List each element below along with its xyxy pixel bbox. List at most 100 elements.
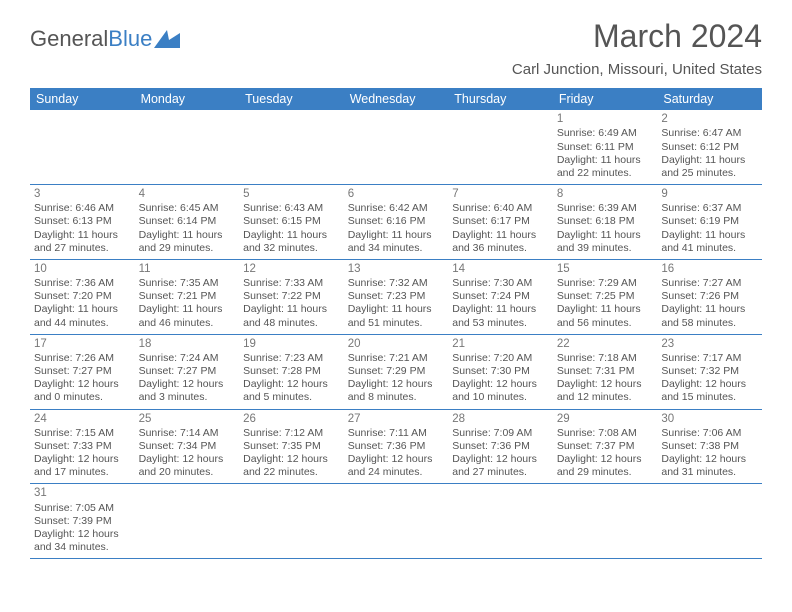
- sunrise-line: Sunrise: 7:32 AM: [348, 277, 445, 290]
- daylight-line-2: and 29 minutes.: [557, 466, 654, 479]
- day-number: 26: [243, 412, 340, 426]
- daylight-line-1: Daylight: 11 hours: [34, 303, 131, 316]
- sunrise-line: Sunrise: 7:26 AM: [34, 352, 131, 365]
- sunset-line: Sunset: 7:26 PM: [661, 290, 758, 303]
- brand-name: GeneralBlue: [30, 26, 152, 52]
- page-title: March 2024: [512, 18, 762, 55]
- sunset-line: Sunset: 7:20 PM: [34, 290, 131, 303]
- sunrise-line: Sunrise: 6:40 AM: [452, 202, 549, 215]
- day-number: 1: [557, 112, 654, 126]
- daylight-line-2: and 48 minutes.: [243, 317, 340, 330]
- sunset-line: Sunset: 7:29 PM: [348, 365, 445, 378]
- sunrise-line: Sunrise: 6:42 AM: [348, 202, 445, 215]
- calendar-cell: [448, 484, 553, 559]
- daylight-line-1: Daylight: 11 hours: [661, 154, 758, 167]
- sunset-line: Sunset: 7:39 PM: [34, 515, 131, 528]
- sunset-line: Sunset: 6:17 PM: [452, 215, 549, 228]
- calendar-cell: 21Sunrise: 7:20 AMSunset: 7:30 PMDayligh…: [448, 334, 553, 409]
- daylight-line-2: and 27 minutes.: [452, 466, 549, 479]
- sunrise-line: Sunrise: 7:20 AM: [452, 352, 549, 365]
- daylight-line-1: Daylight: 12 hours: [243, 378, 340, 391]
- day-number: 9: [661, 187, 758, 201]
- daylight-line-2: and 22 minutes.: [243, 466, 340, 479]
- day-number: 7: [452, 187, 549, 201]
- sunset-line: Sunset: 7:27 PM: [139, 365, 236, 378]
- sunset-line: Sunset: 7:32 PM: [661, 365, 758, 378]
- day-number: 17: [34, 337, 131, 351]
- daylight-line-2: and 41 minutes.: [661, 242, 758, 255]
- sunset-line: Sunset: 7:34 PM: [139, 440, 236, 453]
- calendar-cell: 11Sunrise: 7:35 AMSunset: 7:21 PMDayligh…: [135, 259, 240, 334]
- sunrise-line: Sunrise: 7:23 AM: [243, 352, 340, 365]
- daylight-line-2: and 39 minutes.: [557, 242, 654, 255]
- weekday-header: Tuesday: [239, 88, 344, 110]
- sunset-line: Sunset: 7:28 PM: [243, 365, 340, 378]
- calendar-cell: 2Sunrise: 6:47 AMSunset: 6:12 PMDaylight…: [657, 110, 762, 184]
- calendar-cell: [135, 110, 240, 184]
- sunrise-line: Sunrise: 6:43 AM: [243, 202, 340, 215]
- daylight-line-1: Daylight: 11 hours: [243, 303, 340, 316]
- calendar-cell: [448, 110, 553, 184]
- brand-logo: GeneralBlue: [30, 18, 180, 52]
- calendar-cell: [344, 110, 449, 184]
- day-number: 25: [139, 412, 236, 426]
- daylight-line-2: and 3 minutes.: [139, 391, 236, 404]
- daylight-line-1: Daylight: 11 hours: [243, 229, 340, 242]
- sunrise-line: Sunrise: 7:12 AM: [243, 427, 340, 440]
- sunset-line: Sunset: 7:37 PM: [557, 440, 654, 453]
- calendar-cell: 31Sunrise: 7:05 AMSunset: 7:39 PMDayligh…: [30, 484, 135, 559]
- day-number: 15: [557, 262, 654, 276]
- daylight-line-1: Daylight: 12 hours: [557, 453, 654, 466]
- daylight-line-1: Daylight: 11 hours: [34, 229, 131, 242]
- daylight-line-2: and 32 minutes.: [243, 242, 340, 255]
- sunrise-line: Sunrise: 6:46 AM: [34, 202, 131, 215]
- sunset-line: Sunset: 7:23 PM: [348, 290, 445, 303]
- day-number: 23: [661, 337, 758, 351]
- calendar-cell: 26Sunrise: 7:12 AMSunset: 7:35 PMDayligh…: [239, 409, 344, 484]
- daylight-line-1: Daylight: 11 hours: [452, 303, 549, 316]
- daylight-line-2: and 46 minutes.: [139, 317, 236, 330]
- daylight-line-1: Daylight: 11 hours: [661, 229, 758, 242]
- daylight-line-2: and 0 minutes.: [34, 391, 131, 404]
- weekday-header: Wednesday: [344, 88, 449, 110]
- daylight-line-2: and 25 minutes.: [661, 167, 758, 180]
- sunset-line: Sunset: 6:18 PM: [557, 215, 654, 228]
- calendar-cell: 19Sunrise: 7:23 AMSunset: 7:28 PMDayligh…: [239, 334, 344, 409]
- daylight-line-2: and 34 minutes.: [34, 541, 131, 554]
- daylight-line-1: Daylight: 12 hours: [661, 453, 758, 466]
- day-number: 28: [452, 412, 549, 426]
- daylight-line-1: Daylight: 12 hours: [243, 453, 340, 466]
- calendar-cell: 10Sunrise: 7:36 AMSunset: 7:20 PMDayligh…: [30, 259, 135, 334]
- calendar-cell: 5Sunrise: 6:43 AMSunset: 6:15 PMDaylight…: [239, 184, 344, 259]
- daylight-line-1: Daylight: 12 hours: [139, 378, 236, 391]
- day-number: 21: [452, 337, 549, 351]
- daylight-line-2: and 34 minutes.: [348, 242, 445, 255]
- sunset-line: Sunset: 6:13 PM: [34, 215, 131, 228]
- sunset-line: Sunset: 7:38 PM: [661, 440, 758, 453]
- sunset-line: Sunset: 6:12 PM: [661, 141, 758, 154]
- calendar-cell: 4Sunrise: 6:45 AMSunset: 6:14 PMDaylight…: [135, 184, 240, 259]
- sunset-line: Sunset: 6:15 PM: [243, 215, 340, 228]
- sunset-line: Sunset: 7:24 PM: [452, 290, 549, 303]
- sunset-line: Sunset: 7:25 PM: [557, 290, 654, 303]
- calendar-cell: 25Sunrise: 7:14 AMSunset: 7:34 PMDayligh…: [135, 409, 240, 484]
- calendar-cell: 18Sunrise: 7:24 AMSunset: 7:27 PMDayligh…: [135, 334, 240, 409]
- daylight-line-2: and 51 minutes.: [348, 317, 445, 330]
- daylight-line-2: and 56 minutes.: [557, 317, 654, 330]
- daylight-line-2: and 58 minutes.: [661, 317, 758, 330]
- calendar-cell: 27Sunrise: 7:11 AMSunset: 7:36 PMDayligh…: [344, 409, 449, 484]
- daylight-line-1: Daylight: 12 hours: [139, 453, 236, 466]
- day-number: 22: [557, 337, 654, 351]
- daylight-line-2: and 5 minutes.: [243, 391, 340, 404]
- calendar-cell: 16Sunrise: 7:27 AMSunset: 7:26 PMDayligh…: [657, 259, 762, 334]
- daylight-line-2: and 29 minutes.: [139, 242, 236, 255]
- daylight-line-2: and 44 minutes.: [34, 317, 131, 330]
- daylight-line-2: and 10 minutes.: [452, 391, 549, 404]
- daylight-line-1: Daylight: 12 hours: [34, 528, 131, 541]
- day-number: 24: [34, 412, 131, 426]
- sunrise-line: Sunrise: 7:27 AM: [661, 277, 758, 290]
- calendar-cell: [553, 484, 658, 559]
- brand-mark-icon: [154, 30, 180, 48]
- calendar-cell: 9Sunrise: 6:37 AMSunset: 6:19 PMDaylight…: [657, 184, 762, 259]
- sunrise-line: Sunrise: 7:24 AM: [139, 352, 236, 365]
